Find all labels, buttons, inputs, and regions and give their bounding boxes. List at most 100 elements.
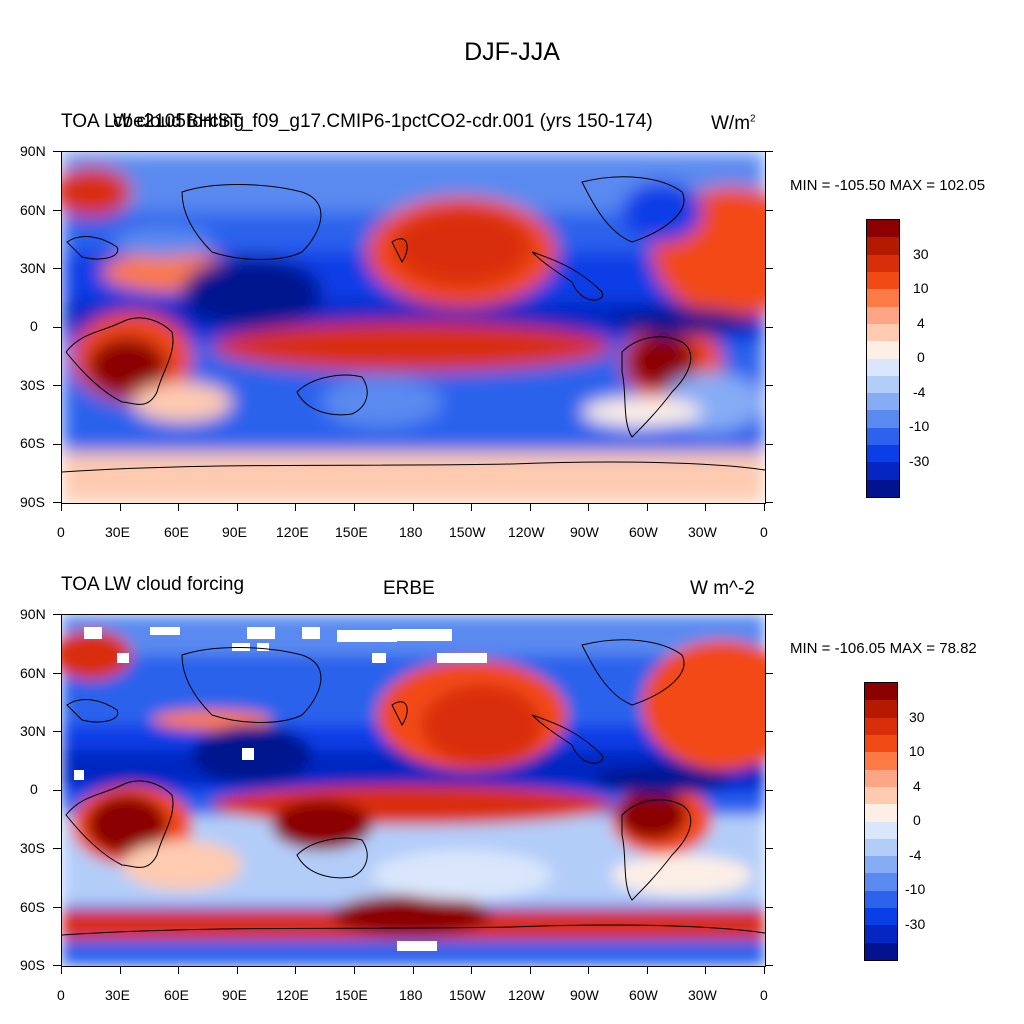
lon-tick-label: 150W — [449, 524, 486, 540]
lat-tick-label: 0 — [30, 781, 38, 797]
lon-tick-label: 120E — [276, 524, 309, 540]
axis-tick — [765, 906, 773, 908]
axis-tick — [765, 789, 773, 791]
colorbar — [866, 219, 900, 498]
lon-tick-label: 180 — [399, 987, 423, 1003]
axis-tick — [588, 966, 590, 974]
lat-tick-label: 30S — [20, 377, 45, 393]
lon-tick-label: 150E — [335, 524, 368, 540]
axis-tick — [53, 906, 61, 908]
colorbar-swatch — [865, 717, 897, 735]
lon-tick-label: 90E — [222, 987, 247, 1003]
colorbar-swatch — [865, 856, 897, 874]
axis-tick — [764, 966, 765, 974]
lon-tick-label: 120W — [508, 987, 545, 1003]
colorbar-label: 4 — [917, 315, 925, 331]
axis-tick — [353, 966, 355, 974]
lat-tick-label: 0 — [30, 318, 38, 334]
colorbar-swatch — [867, 306, 899, 324]
colorbar-swatch — [865, 786, 897, 805]
lon-tick-label: 120W — [508, 524, 545, 540]
axis-tick — [646, 966, 648, 974]
colorbar-label: -30 — [905, 916, 926, 932]
map-field — [61, 614, 766, 967]
panel-center-title: cbe2105BHIST_f09_g17.CMIP6-1pctCO2-cdr.0… — [113, 111, 653, 132]
axis-tick — [53, 789, 61, 791]
colorbar-swatch — [865, 769, 897, 787]
lat-tick-label: 30N — [20, 723, 46, 739]
colorbar-label: -4 — [913, 384, 926, 400]
colorbar-swatch — [867, 462, 899, 480]
colorbar-label: 4 — [913, 778, 921, 794]
colorbar-swatch — [867, 410, 899, 428]
axis-tick — [765, 209, 773, 211]
axis-tick — [295, 966, 297, 974]
lat-tick-label: 60N — [20, 665, 46, 681]
axis-tick — [765, 268, 773, 269]
lon-tick-label: 120E — [276, 987, 309, 1003]
colorbar-swatch — [867, 393, 899, 411]
lon-tick-label: 0 — [57, 987, 65, 1003]
colorbar-label: 0 — [913, 812, 921, 828]
lon-tick-label: 90W — [570, 987, 599, 1003]
colorbar-swatch — [867, 358, 899, 376]
panel-left-title: TOA LW cloud forcing — [61, 111, 245, 132]
panel-left-title: TOA LW cloud forcing — [61, 574, 245, 595]
axis-tick — [178, 503, 180, 511]
axis-tick — [529, 966, 531, 974]
lat-tick-label: 90N — [20, 606, 46, 622]
colorbar-swatch — [865, 908, 897, 926]
lon-tick-label: 30W — [688, 987, 717, 1003]
panel-units: W m^-2 — [690, 578, 755, 599]
lon-tick-label: 150E — [335, 987, 368, 1003]
axis-tick — [53, 268, 61, 269]
axis-tick — [765, 502, 773, 503]
axis-tick — [765, 385, 773, 386]
lon-tick-label: 30E — [105, 987, 130, 1003]
lon-tick-label: 90W — [570, 524, 599, 540]
lat-tick-label: 90N — [20, 143, 46, 159]
colorbar-swatch — [867, 375, 899, 394]
axis-tick — [61, 966, 62, 974]
colorbar-label: 10 — [909, 743, 925, 759]
lat-tick-label: 90S — [20, 957, 45, 973]
lon-tick-label: 30W — [688, 524, 717, 540]
axis-tick — [588, 503, 590, 511]
axis-tick — [765, 443, 773, 445]
missing-data-patches — [74, 627, 487, 951]
axis-tick — [295, 503, 297, 511]
lon-tick-label: 180 — [399, 524, 423, 540]
axis-tick — [236, 503, 238, 511]
axis-tick — [764, 503, 765, 511]
colorbar-swatch — [867, 341, 899, 359]
colorbar-label: 30 — [913, 246, 929, 262]
colorbar-swatch — [865, 734, 897, 753]
axis-tick — [53, 385, 61, 386]
colorbar-swatch — [865, 890, 897, 909]
lat-tick-label: 30S — [20, 840, 45, 856]
colorbar-swatch — [867, 220, 899, 238]
colorbar-label: -30 — [909, 453, 930, 469]
axis-tick — [53, 209, 61, 211]
axis-tick — [53, 965, 61, 966]
colorbar-label: 30 — [909, 709, 925, 725]
axis-tick — [119, 503, 121, 511]
lon-tick-label: 90E — [222, 524, 247, 540]
colorbar-swatch — [867, 427, 899, 446]
colorbar — [864, 682, 898, 961]
lon-tick-label: 60W — [629, 524, 658, 540]
lat-tick-label: 60S — [20, 435, 45, 451]
colorbar-label: 0 — [917, 349, 925, 365]
panel-units: W/m2 — [711, 113, 756, 134]
figure-title: DJF-JJA — [464, 38, 560, 66]
colorbar-swatch — [867, 445, 899, 463]
axis-tick — [705, 503, 707, 511]
colorbar-swatch — [865, 752, 897, 770]
lon-tick-label: 60W — [629, 987, 658, 1003]
axis-tick — [412, 966, 414, 974]
lat-tick-label: 60S — [20, 899, 45, 915]
colorbar-label: -10 — [905, 881, 926, 897]
axis-tick — [471, 966, 473, 974]
axis-tick — [646, 503, 648, 511]
axis-tick — [61, 503, 62, 511]
